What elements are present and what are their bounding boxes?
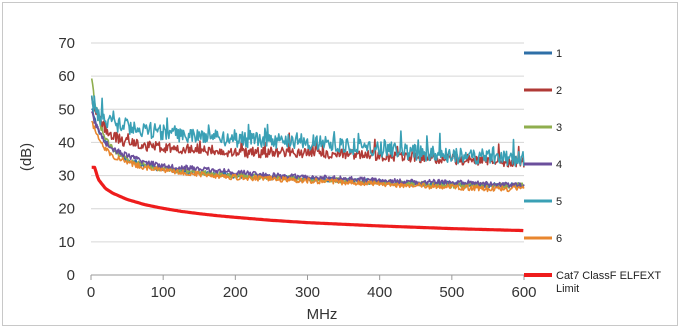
y-axis-label: (dB) [18, 143, 35, 171]
legend-label: 2 [556, 85, 562, 97]
x-tick-label: 100 [151, 284, 176, 301]
chart: 0 10 20 30 40 50 60 70 0 100 200 300 400 500 600 1 2 3 4 5… [18, 35, 661, 323]
y-tick-label: 20 [58, 201, 75, 218]
x-tick-label: 0 [87, 284, 95, 301]
series-line-2 [90, 96, 525, 168]
legend-label: 5 [556, 196, 562, 208]
legend-label: Cat7 ClassF ELFEXT Limit [556, 270, 661, 295]
series-line-7 [91, 165, 524, 233]
y-tick-label: 60 [58, 68, 75, 85]
x-tick-label: 500 [439, 284, 464, 301]
x-tick-label: 400 [367, 284, 392, 301]
y-tick-label: 30 [58, 168, 75, 185]
legend-label: 1 [556, 48, 562, 60]
y-tick-label: 70 [58, 35, 75, 52]
legend-label: 6 [556, 233, 562, 245]
series-lines [90, 78, 525, 233]
chart-frame: 0 10 20 30 40 50 60 70 0 100 200 300 400 500 600 1 2 3 4 5… [2, 2, 678, 326]
series-line-5 [90, 95, 525, 167]
x-tick-label: 600 [511, 284, 536, 301]
axes: 0 10 20 30 40 50 60 70 0 100 200 300 400 500 600 [58, 35, 536, 301]
x-tick-label: 200 [223, 284, 248, 301]
legend-label: 4 [556, 159, 562, 171]
x-axis-label: MHz [307, 306, 338, 323]
y-tick-label: 50 [58, 101, 75, 118]
y-tick-label: 40 [58, 134, 75, 151]
legend: 1 2 3 4 5 6 Cat7 ClassF ELFEXT Limit [524, 48, 661, 295]
y-tick-label: 10 [58, 234, 75, 251]
x-tick-label: 300 [295, 284, 320, 301]
legend-label: 3 [556, 122, 562, 134]
series-line-6 [91, 120, 525, 193]
series-line-3 [90, 78, 525, 189]
y-tick-label: 0 [67, 267, 75, 284]
